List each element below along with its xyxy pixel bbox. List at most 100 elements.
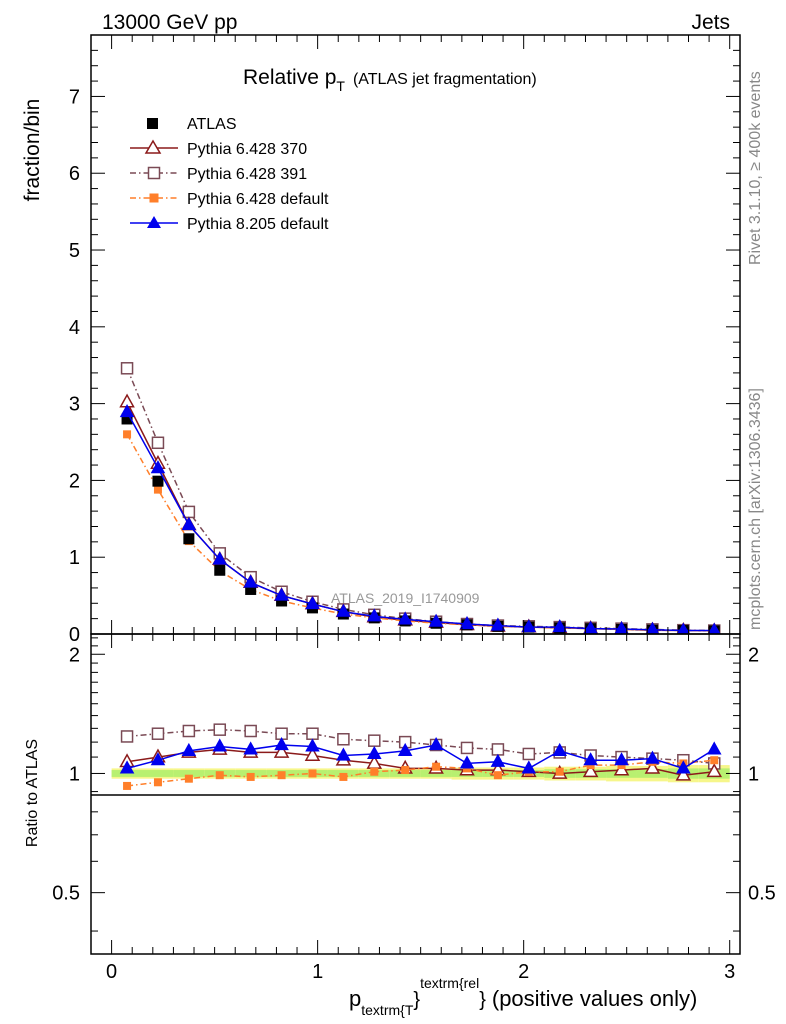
ratio-point-p370-5: [273, 743, 290, 758]
x-axis-label: ptextrm{T}textrm{rel} (positive values on…: [349, 975, 697, 1018]
ratio-point-p6def-3: [215, 771, 224, 780]
xlabel-close1: }: [413, 989, 420, 1011]
main-ytick-label: 3: [69, 394, 80, 416]
main-ytick-label: 2: [69, 470, 80, 492]
legend-entry-pythia6-370: Pythia 6.428 370: [130, 139, 307, 158]
ratio-point-p6def-12: [493, 771, 502, 780]
main-point-atlas-1: [152, 475, 164, 487]
xlabel-rest: (positive values only): [492, 986, 697, 1011]
ratio-point-p8def-2: [181, 742, 197, 756]
xtick-label: 1: [312, 961, 323, 983]
main-ytick-label: 4: [69, 317, 80, 339]
main-point-p8def-2: [181, 516, 197, 531]
ratio-point-p391-4: [244, 724, 257, 738]
ratio-point-p391-1: [151, 727, 165, 740]
axis-ticks: [91, 35, 740, 954]
mcplots-reference: mcplots.cern.ch [arXiv:1306.3436]: [747, 388, 764, 630]
xtick-label: 2: [518, 961, 529, 983]
main-point-p8def-17: [645, 621, 660, 634]
ratio-point-p370-15: [582, 763, 599, 778]
ratio-point-p6def-6: [308, 769, 317, 778]
legend-marker-pythia8-default: [147, 216, 161, 228]
ratio-point-p8def-15: [583, 752, 598, 766]
legend-label-pythia6-default: Pythia 6.428 default: [187, 191, 329, 208]
ratio-ytick-label-left: 0.5: [52, 883, 80, 905]
ratio-point-p8def-12: [490, 753, 506, 767]
ratio-ytick-label-right: 1: [748, 763, 759, 785]
ratio-uncertainty-band: [111, 765, 730, 783]
main-point-p8def-10: [428, 613, 444, 627]
legend-marker-pythia6-default: [149, 193, 159, 203]
ratio-point-p6def-4: [246, 772, 255, 781]
ratio-point-p370-19: [706, 763, 723, 778]
header-right: Jets: [691, 11, 730, 34]
main-ytick-label: 1: [69, 547, 80, 569]
main-point-atlas-3: [214, 564, 226, 576]
ratio-point-p6def-1: [153, 778, 162, 787]
ratio-point-p8def-17: [645, 750, 660, 764]
main-point-p391-0: [120, 362, 134, 375]
ratio-ytick-label-left: 1: [69, 763, 80, 785]
band-inner-2: [173, 770, 205, 777]
ratio-point-p8def-14: [552, 742, 567, 756]
ratio-point-p8def-19: [706, 741, 722, 755]
main-point-p8def-8: [367, 608, 382, 622]
ratio-series-p8def: [119, 736, 722, 774]
legend-entry-pythia8-default: Pythia 8.205 default: [130, 216, 329, 233]
ratio-point-p391-2: [182, 724, 196, 738]
ratio-ytick-label-left: 2: [69, 644, 80, 666]
main-point-p8def-3: [212, 551, 228, 565]
xlabel-close2: }: [479, 989, 486, 1011]
main-point-p391-1: [151, 436, 165, 450]
title-main: Relative p: [243, 66, 336, 89]
xlabel-p: p: [349, 986, 361, 1011]
ratio-point-p6def-10: [432, 762, 441, 771]
legend-label-pythia6-391: Pythia 6.428 391: [187, 166, 307, 183]
ratio-point-p8def-13: [521, 760, 537, 774]
legend-entry-pythia6-391: Pythia 6.428 391: [130, 166, 307, 183]
ratio-point-p8def-0: [119, 760, 135, 774]
legend-label-atlas: ATLAS: [187, 116, 237, 133]
ratio-point-p370-17: [644, 759, 661, 774]
ratio-point-p391-12: [491, 743, 505, 756]
ratio-point-p391-13: [522, 747, 536, 761]
ratio-point-p8def-5: [274, 736, 289, 751]
band-inner-1: [142, 770, 174, 777]
ratio-point-p391-0: [120, 730, 134, 743]
main-ytick-label: 6: [69, 163, 80, 185]
ratio-point-p8def-10: [428, 736, 444, 751]
legend-marker-atlas: [147, 118, 158, 129]
ratio-point-p6def-8: [370, 767, 379, 776]
xlabel-sup: textrm{rel: [420, 975, 479, 991]
ratio-point-p6def-14: [555, 767, 564, 776]
ratio-point-p8def-4: [243, 741, 258, 755]
main-ytick-label: 7: [69, 86, 80, 108]
analysis-watermark: ATLAS_2019_I1740909: [331, 590, 480, 606]
main-point-p8def-11: [459, 615, 475, 630]
legend-entry-pythia6-default: Pythia 6.428 default: [130, 191, 329, 208]
main-point-p8def-5: [274, 587, 289, 601]
ratio-ytick-label-right: 2: [748, 644, 759, 666]
ratio-point-p8def-1: [150, 752, 166, 766]
main-point-p8def-13: [521, 619, 537, 633]
ratio-point-p8def-7: [336, 747, 351, 761]
main-point-p8def-1: [150, 460, 166, 474]
main-point-p8def-7: [336, 603, 351, 617]
legend-label-pythia6-370: Pythia 6.428 370: [187, 141, 307, 158]
xtick-label: 0: [106, 961, 117, 983]
ratio-point-p391-7: [337, 733, 350, 746]
main-point-atlas-0: [121, 413, 133, 425]
main-point-p6def-1: [153, 485, 162, 494]
ratio-point-p6def-5: [277, 771, 286, 780]
main-ytick-label: 0: [69, 624, 80, 646]
main-series-p8def: [119, 404, 721, 634]
legend-marker-pythia6-391: [147, 166, 161, 180]
plot-title: Relative pT (ATLAS jet fragmentation): [243, 66, 537, 94]
main-point-p8def-9: [397, 611, 413, 625]
band-inner-0: [111, 770, 143, 777]
main-point-p8def-12: [490, 617, 506, 631]
main-point-p8def-19: [707, 622, 721, 634]
ratio-series-p391: [120, 723, 721, 770]
